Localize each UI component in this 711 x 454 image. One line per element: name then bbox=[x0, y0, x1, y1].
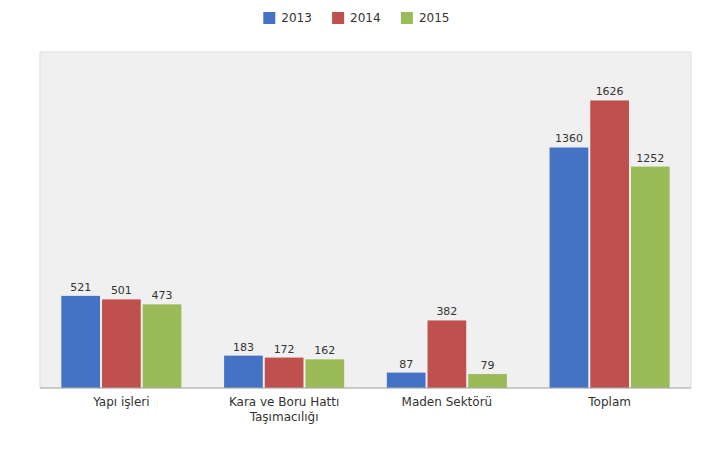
data-labels: 521 183 87 1360 501 172 382 1626 473 162 79 1252 bbox=[70, 85, 664, 372]
legend: 2013 2014 2015 bbox=[263, 11, 449, 25]
data-label: 1360 bbox=[555, 132, 583, 145]
x-axis-line bbox=[40, 388, 691, 389]
bar bbox=[468, 374, 507, 388]
legend-swatch bbox=[401, 12, 413, 24]
bar bbox=[305, 359, 344, 388]
bar bbox=[550, 147, 589, 388]
plot-area bbox=[40, 52, 691, 388]
legend-label: 2015 bbox=[419, 11, 450, 25]
data-label: 1626 bbox=[596, 85, 624, 98]
bar bbox=[387, 373, 426, 388]
legend-label: 2014 bbox=[350, 11, 381, 25]
x-tick-label: Maden Sektörü bbox=[402, 395, 493, 409]
data-label: 79 bbox=[481, 359, 495, 372]
data-label: 183 bbox=[233, 341, 254, 354]
bars bbox=[61, 100, 669, 388]
data-label: 521 bbox=[70, 281, 91, 294]
bar bbox=[61, 296, 100, 388]
x-tick-label: Kara ve Boru HattıTaşımacılığı bbox=[229, 395, 339, 424]
bar bbox=[590, 100, 629, 388]
chart: 521 183 87 1360 501 172 382 1626 473 162 79 1252 Yap… bbox=[0, 0, 711, 454]
data-label: 172 bbox=[274, 343, 295, 356]
data-label: 87 bbox=[399, 358, 413, 371]
legend-label: 2013 bbox=[281, 11, 312, 25]
data-label: 162 bbox=[314, 344, 335, 357]
data-label: 1252 bbox=[636, 152, 664, 165]
x-tick-label: Yapı işleri bbox=[92, 395, 149, 409]
bar bbox=[428, 320, 467, 388]
bar bbox=[102, 299, 141, 388]
bar bbox=[265, 358, 304, 388]
x-tick-label: Toplam bbox=[587, 395, 631, 409]
bar bbox=[143, 304, 182, 388]
legend-swatch bbox=[332, 12, 344, 24]
bar bbox=[224, 356, 263, 388]
bar bbox=[631, 167, 670, 388]
legend-swatch bbox=[263, 12, 275, 24]
data-label: 382 bbox=[436, 305, 457, 318]
data-label: 501 bbox=[111, 284, 132, 297]
data-label: 473 bbox=[152, 289, 173, 302]
